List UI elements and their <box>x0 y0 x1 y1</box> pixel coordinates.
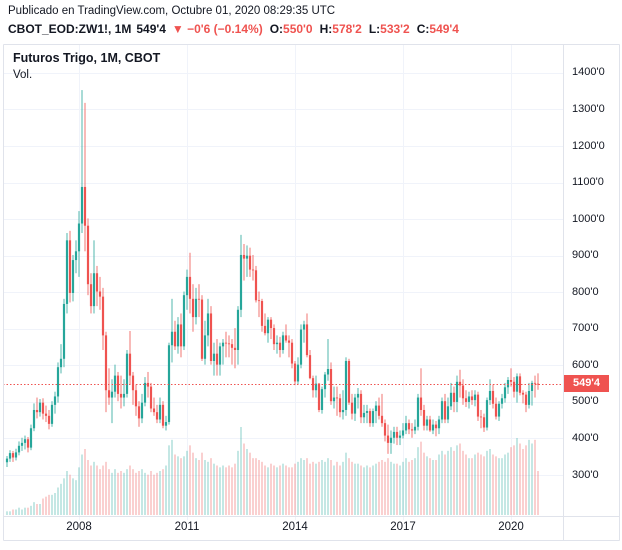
last-price-badge: 549'4 <box>564 375 609 393</box>
low-value: 533'2 <box>380 22 410 36</box>
chart-title: Futuros Trigo, 1M, CBOT <box>13 51 161 65</box>
close-label: C: <box>416 22 430 36</box>
high-value: 578'2 <box>332 22 362 36</box>
price-tick-label: 300'0 <box>572 468 599 481</box>
close-pair: C:549'4 <box>417 22 459 36</box>
price-tick-label: 800'0 <box>572 285 599 298</box>
price-tick-label: 700'0 <box>572 322 599 335</box>
low-label: L: <box>368 22 381 36</box>
time-tick-label: 2017 <box>390 521 416 533</box>
time-tick-label: 2008 <box>66 521 92 533</box>
price-tick-label: 500'0 <box>572 395 599 408</box>
time-tick-label: 2014 <box>282 521 308 533</box>
price-tick-label: 1000'0 <box>572 212 605 225</box>
last-price-value: 549'4 <box>136 22 166 36</box>
high-label: H: <box>319 22 333 36</box>
symbol-info-row: CBOT_EOD:ZW1!, 1M 549'4 ▼ −0'6 (−0.14%) O:5… <box>8 21 614 38</box>
publish-info: Publicado en TradingView.com, Octubre 01… <box>8 5 336 17</box>
open-value: 550'0 <box>283 22 313 36</box>
time-axis[interactable]: 2008 2011 2014 2017 2020 <box>3 516 563 540</box>
time-tick-label: 2020 <box>498 521 524 533</box>
price-tick-label: 600'0 <box>572 358 599 371</box>
price-axis[interactable]: 1400'0 1300'0 1200'0 1100'0 1000'0 900'0 800'0… <box>563 44 619 516</box>
close-value: 549'4 <box>429 22 459 36</box>
open-pair: O:550'0 <box>270 22 313 36</box>
price-tick-label: 1100'0 <box>572 176 604 189</box>
price-tick-label: 1200'0 <box>572 139 605 152</box>
price-tick-label: 400'0 <box>572 431 599 444</box>
header: Publicado en TradingView.com, Octubre 01… <box>8 3 614 38</box>
open-label: O: <box>269 22 284 36</box>
symbol-name: CBOT_EOD:ZW1!, 1M <box>8 22 132 36</box>
time-tick-label: 2011 <box>174 521 200 533</box>
price-tick-label: 900'0 <box>572 249 599 262</box>
low-pair: L:533'2 <box>369 22 410 36</box>
price-tick-label: 1300'0 <box>572 102 605 115</box>
price-tick-label: 1400'0 <box>572 66 605 79</box>
high-pair: H:578'2 <box>320 22 362 36</box>
price-change: ▼ −0'6 (−0.14%) <box>171 22 263 36</box>
volume-indicator-label: Vol. <box>13 69 33 81</box>
